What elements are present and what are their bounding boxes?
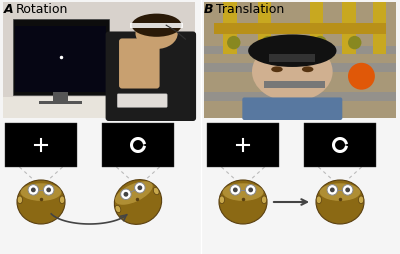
Circle shape [43, 185, 54, 195]
Bar [204, 47, 396, 55]
Circle shape [327, 185, 338, 195]
Ellipse shape [115, 182, 153, 205]
Circle shape [230, 185, 241, 195]
FancyBboxPatch shape [106, 32, 196, 121]
Circle shape [134, 183, 145, 193]
Circle shape [138, 186, 142, 190]
Ellipse shape [219, 180, 267, 224]
Circle shape [28, 185, 38, 195]
Ellipse shape [316, 196, 322, 204]
Bar [53, 93, 68, 102]
Bar [223, 3, 237, 55]
Circle shape [248, 188, 253, 193]
Circle shape [348, 37, 362, 50]
Text: Rotation: Rotation [16, 3, 68, 16]
Bar [310, 3, 323, 55]
Circle shape [348, 64, 375, 90]
Bar [204, 93, 396, 101]
FancyBboxPatch shape [119, 39, 160, 89]
Bar [342, 3, 356, 55]
Bar [214, 24, 386, 35]
Circle shape [31, 188, 36, 193]
Circle shape [262, 37, 275, 50]
Bar [40, 101, 82, 105]
Bar [5, 123, 77, 167]
Bar [207, 123, 279, 167]
Ellipse shape [358, 196, 364, 204]
Ellipse shape [320, 184, 360, 201]
Ellipse shape [153, 188, 159, 195]
Circle shape [46, 188, 51, 193]
Circle shape [342, 185, 353, 195]
Bar [16, 27, 106, 92]
Circle shape [246, 185, 256, 195]
Circle shape [345, 188, 350, 193]
Ellipse shape [271, 67, 283, 73]
Ellipse shape [17, 180, 65, 224]
Ellipse shape [248, 35, 336, 68]
Ellipse shape [17, 196, 22, 204]
Circle shape [124, 192, 128, 197]
Ellipse shape [21, 184, 62, 201]
Bar [269, 55, 315, 63]
Ellipse shape [114, 180, 162, 225]
Circle shape [330, 188, 335, 193]
Ellipse shape [316, 180, 364, 224]
Bar [102, 123, 174, 167]
FancyBboxPatch shape [242, 98, 342, 121]
Text: Translation: Translation [216, 3, 284, 16]
Bar [304, 123, 376, 167]
Circle shape [121, 189, 131, 200]
Bar [3, 98, 195, 119]
FancyBboxPatch shape [117, 94, 167, 108]
Ellipse shape [222, 184, 263, 201]
Circle shape [233, 188, 238, 193]
Circle shape [227, 37, 240, 50]
Bar [204, 64, 396, 72]
Ellipse shape [115, 205, 121, 213]
Text: B: B [204, 3, 214, 16]
Bar [13, 20, 109, 96]
Bar [130, 24, 184, 28]
Bar [264, 82, 325, 88]
Bar [3, 3, 195, 119]
Ellipse shape [302, 67, 314, 73]
Ellipse shape [252, 42, 333, 102]
Ellipse shape [219, 196, 224, 204]
Text: A: A [4, 3, 14, 16]
Ellipse shape [132, 14, 182, 38]
Ellipse shape [262, 196, 267, 204]
Circle shape [314, 37, 327, 50]
Ellipse shape [60, 196, 65, 204]
Bar [204, 3, 396, 119]
Bar [258, 3, 271, 55]
Bar [373, 3, 386, 55]
Ellipse shape [136, 19, 178, 50]
